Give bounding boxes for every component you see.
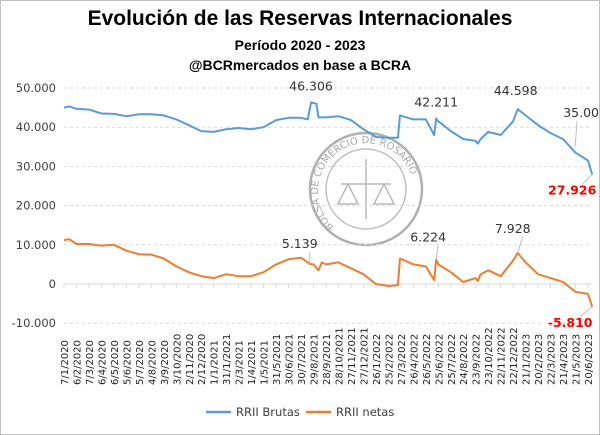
data-label: 7.928 [495,221,531,236]
x-tick-label: 24/8/2022 [459,334,470,385]
seal-scales-icon [336,159,396,219]
x-tick-label: 21/5/2023 [572,334,583,385]
x-tick-label: 3/9/2020 [160,340,171,385]
annotation-leader [574,120,578,147]
x-tick-label: 5/7/2020 [135,340,146,385]
x-tick-label: 26/4/2022 [409,334,420,385]
series-line-brutas [63,101,594,175]
annotation-leader [517,236,524,254]
y-tick-label: 30.000 [16,159,56,173]
x-tick-label: 6/5/2020 [110,340,121,385]
data-label: 27.926 [548,183,597,198]
x-tick-label: 3/10/2020 [172,334,183,385]
x-tick-label: 20/6/2023 [584,334,595,385]
y-tick-label: 50.000 [16,81,56,95]
x-tick-label: 5/6/2020 [122,340,133,385]
y-tick-label: 0 [49,277,56,291]
chart-subtitle: Período 2020 - 2023 [234,37,366,53]
y-tick-label: 10.000 [16,238,56,252]
x-tick-label: 25/7/2022 [447,334,458,385]
x-tick-label: 6/4/2020 [97,340,108,385]
x-tick-label: 28/9/2021 [322,334,333,385]
x-tick-label: 7/1/2020 [60,340,71,385]
x-tick-label: 22/11/2022 [497,327,508,385]
chart-source: @BCRmercados en base a BCRA [188,57,412,73]
x-tick-label: 4/8/2020 [147,340,158,385]
x-tick-label: 26/1/2022 [372,334,383,385]
x-tick-label: 27/12/2021 [359,327,370,385]
y-tick-label: -10.000 [12,316,56,330]
x-tick-label: 23/9/2022 [472,334,483,385]
legend-label: RRII netas [336,405,394,419]
x-tick-label: 26/5/2022 [422,334,433,385]
data-label: 5.139 [282,236,318,251]
y-tick-label: 40.000 [16,120,56,134]
x-tick-label: 29/8/2021 [310,334,321,385]
x-tick-label: 25/2/2022 [384,334,395,385]
data-label: 44.598 [494,83,538,98]
legend-label: RRII Brutas [236,405,300,419]
x-tick-label: 21/1/2023 [522,334,533,385]
x-tick-label: 23/10/2022 [484,327,495,385]
x-tick-label: 27/11/2021 [347,327,358,385]
series-line-netas [63,238,594,308]
data-label: 6.224 [410,230,446,245]
x-tick-label: 2/12/2020 [197,334,208,385]
x-tick-label: 30/7/2021 [297,334,308,385]
x-tick-label: 22/12/2022 [509,327,520,385]
x-tick-label: 27/3/2022 [397,334,408,385]
x-tick-label: 20/2/2023 [534,334,545,385]
x-tick-label: 21/4/2023 [559,334,570,385]
x-tick-label: 2/11/2020 [185,334,196,385]
chart-title: Evolución de las Reservas Internacionale… [87,7,513,30]
data-label: 46.306 [289,78,333,93]
data-label: 35.001 [563,105,599,120]
x-tick-label: 25/6/2022 [434,334,445,385]
x-tick-label: 7/3/2020 [85,340,96,385]
x-tick-label: 22/3/2023 [547,334,558,385]
y-tick-label: 20.000 [16,199,56,213]
x-tick-label: 31/1/2021 [222,334,233,385]
x-tick-label: 31/5/2021 [272,334,283,385]
x-tick-label: 1/1/2021 [210,340,221,385]
x-tick-label: 1/4/2021 [247,340,258,385]
data-label: 42.211 [414,95,458,110]
x-tick-label: 28/10/2021 [334,327,345,385]
x-tick-label: 1/5/2021 [260,340,271,385]
x-tick-label: 6/2/2020 [72,340,83,385]
annotation-leader [579,306,593,318]
x-tick-label: 2/3/2021 [235,340,246,385]
seal-watermark-inner [325,148,407,230]
x-tick-label: 30/6/2021 [285,334,296,385]
annotation-leader [435,245,439,260]
data-label: -5.810 [548,315,593,330]
annotation-leader [581,174,593,185]
